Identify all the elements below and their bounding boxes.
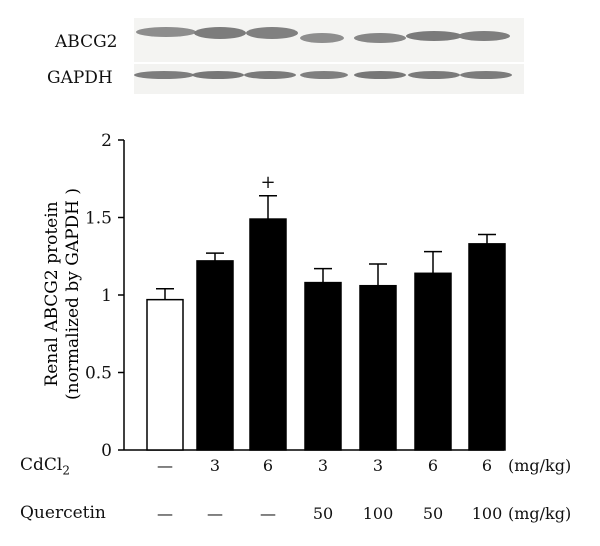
table-row-label-text: Quercetin: [20, 503, 106, 523]
blot-image-gapdh: [134, 64, 524, 94]
table-row-label: Quercetin: [20, 503, 106, 523]
table-row-label-subscript: 2: [62, 463, 70, 478]
table-cell: 6: [262, 456, 274, 475]
table-cell: —: [157, 456, 173, 475]
y-tick-label: 1: [101, 286, 112, 306]
y-tick-label: 0: [101, 441, 112, 461]
y-tick-label: 1.5: [85, 209, 112, 229]
table-cell: 3: [372, 456, 384, 475]
table-cell: —: [157, 504, 173, 523]
bar: [196, 260, 234, 451]
y-axis-label-line2: (normalized by GAPDH ): [63, 188, 83, 400]
table-cell: 100: [471, 504, 503, 523]
table-row-label: CdCl2: [20, 455, 70, 477]
bar: [304, 281, 342, 451]
table-row-label-text: CdCl: [20, 455, 63, 475]
table-cell: 100: [362, 504, 394, 523]
table-cell: —: [207, 504, 223, 523]
blot-label-abcg2: ABCG2: [55, 32, 118, 52]
blot-bands-abcg2: [134, 18, 524, 62]
blot-label-gapdh: GAPDH: [47, 68, 113, 88]
table-cell: 50: [312, 504, 334, 523]
table-cell: 3: [209, 456, 221, 475]
table-cell: 3: [317, 456, 329, 475]
significance-marker: +: [260, 172, 275, 193]
bar: [146, 298, 184, 451]
y-tick-label: 0.5: [85, 364, 112, 384]
table-cell: 6: [481, 456, 493, 475]
bar: [249, 218, 287, 451]
table-cell: 6: [427, 456, 439, 475]
table-cell: —: [260, 504, 276, 523]
table-unit: (mg/kg): [508, 456, 572, 475]
bar: [359, 284, 397, 451]
y-axis-label-line1: Renal ABCG2 protein: [42, 201, 62, 386]
table-unit: (mg/kg): [508, 504, 572, 523]
y-tick-label: 2: [101, 131, 112, 151]
table-cell: 50: [422, 504, 444, 523]
chart-bars: +: [146, 172, 506, 451]
blot-bands-gapdh: [134, 64, 524, 94]
blot-image-abcg2: [134, 18, 524, 62]
bar: [468, 243, 506, 451]
bar: [414, 272, 452, 451]
